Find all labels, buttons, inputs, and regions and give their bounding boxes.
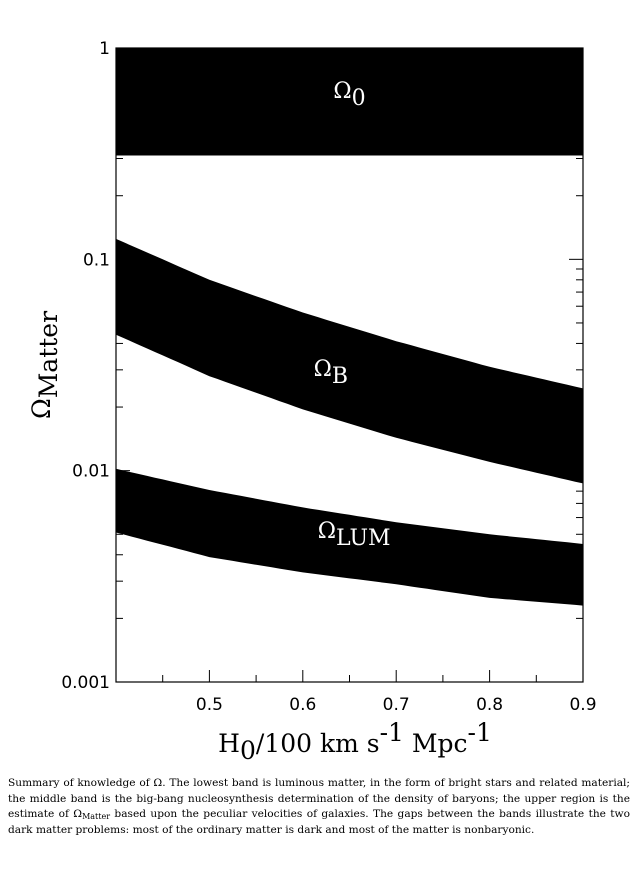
band-omega-b [116, 238, 583, 484]
x-tick-label: 0.6 [289, 695, 316, 715]
band-omega-0 [116, 48, 583, 156]
y-tick-label: 0.1 [83, 250, 110, 270]
band-label-omega-0: Ω0 [333, 79, 365, 111]
caption-text-2: based upon the peculiar velocities of ga… [8, 808, 631, 836]
x-tick-label: 0.5 [196, 695, 223, 715]
figure-caption: Summary of knowledge of Ω. The lowest ba… [8, 776, 630, 838]
x-tick-label: 0.9 [569, 695, 596, 715]
x-axis-label: H0/100 km s-1 Mpc-1 [218, 718, 492, 765]
caption-subscript: Matter [82, 812, 111, 821]
band-label-omega-lum: ΩLUM [318, 519, 391, 551]
ticks-layer [116, 48, 583, 682]
tick-labels-layer: 0.5 0.6 0.7 0.8 0.9 0.001 0.01 0.1 1 [61, 39, 596, 715]
caption-text-1: Summary of knowledge of Ω. The lowest ba… [8, 777, 630, 820]
band-omega-lum [116, 468, 583, 606]
x-tick-label: 0.7 [383, 695, 410, 715]
omega-matter-chart: Ω0 ΩB ΩLUM 0.5 0.6 0.7 0.8 0.9 0.001 0.01 0.1 1 H0… [27, 39, 597, 765]
y-tick-label: 1 [99, 39, 110, 59]
y-axis-label: ΩMatter [27, 311, 63, 419]
band-label-omega-b: ΩB [314, 357, 348, 389]
band-labels-layer: Ω0 ΩB ΩLUM [314, 79, 391, 551]
y-tick-label: 0.001 [61, 673, 110, 693]
y-tick-label: 0.01 [72, 462, 110, 482]
x-tick-label: 0.8 [476, 695, 503, 715]
bands-layer [116, 48, 583, 606]
